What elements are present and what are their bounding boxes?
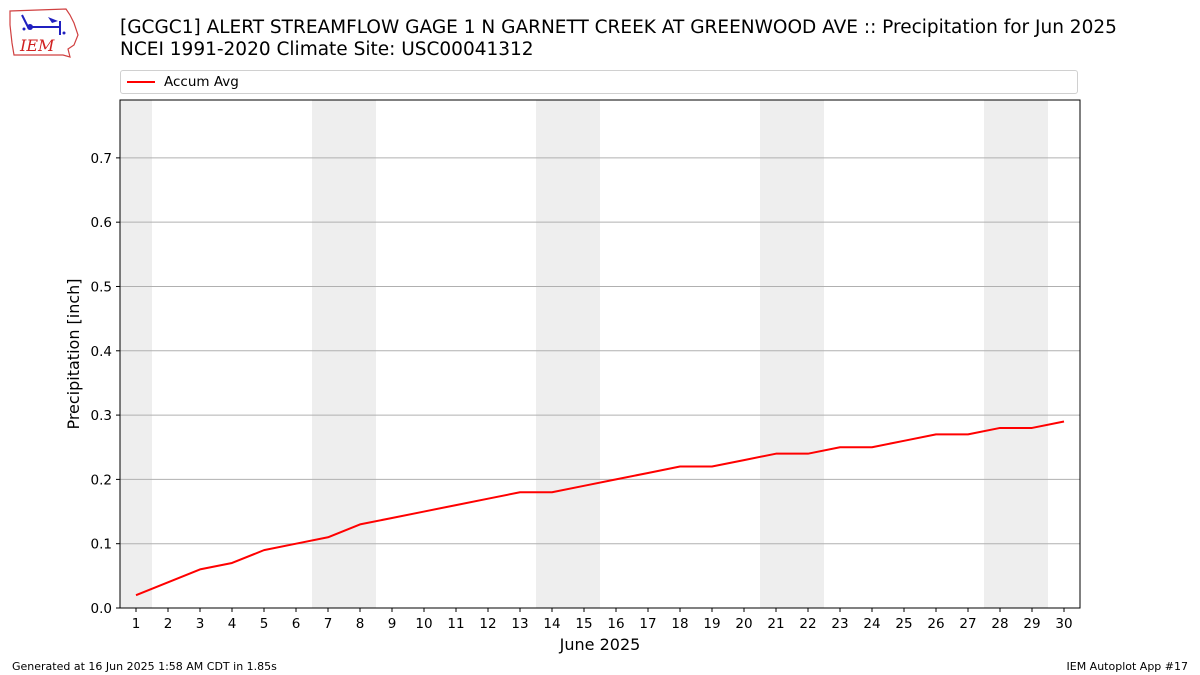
data-point xyxy=(167,581,169,583)
data-point xyxy=(679,466,681,468)
data-point xyxy=(967,433,969,435)
legend: Accum Avg xyxy=(120,70,1078,94)
data-point xyxy=(1063,421,1065,423)
y-tick-label: 0.0 xyxy=(91,601,112,617)
plot-frame xyxy=(119,99,1081,609)
x-tick-label: 16 xyxy=(607,616,624,632)
data-point xyxy=(871,446,873,448)
legend-swatch-accum-avg xyxy=(127,81,155,83)
data-point xyxy=(647,472,649,474)
weekend-band xyxy=(984,100,1048,608)
data-point xyxy=(423,511,425,513)
data-point xyxy=(615,478,617,480)
x-tick-label: 21 xyxy=(767,616,784,632)
x-tick-label: 15 xyxy=(575,616,592,632)
weekend-band xyxy=(536,100,600,608)
x-tick-label: 12 xyxy=(479,616,496,632)
x-tick-label: 11 xyxy=(447,616,464,632)
x-axis-label: June 2025 xyxy=(559,635,641,654)
chart-title-line1: [GCGC1] ALERT STREAMFLOW GAGE 1 N GARNET… xyxy=(120,17,1117,38)
x-tick-label: 30 xyxy=(1055,616,1072,632)
iem-iowa-logo-icon: IEM xyxy=(9,8,79,58)
x-tick-label: 5 xyxy=(260,616,269,632)
data-point xyxy=(327,536,329,538)
chart-title: [GCGC1] ALERT STREAMFLOW GAGE 1 N GARNET… xyxy=(120,17,1117,61)
x-tick-label: 7 xyxy=(324,616,333,632)
x-tick-label: 29 xyxy=(1023,616,1040,632)
y-tick-label: 0.1 xyxy=(91,537,112,553)
footer-generated: Generated at 16 Jun 2025 1:58 AM CDT in … xyxy=(12,660,277,673)
data-point xyxy=(295,543,297,545)
data-point xyxy=(359,523,361,525)
x-tick-label: 1 xyxy=(132,616,141,632)
data-point xyxy=(455,504,457,506)
x-tick-label: 9 xyxy=(388,616,397,632)
x-tick-label: 19 xyxy=(703,616,720,632)
data-point xyxy=(743,459,745,461)
weekend-band xyxy=(120,100,152,608)
x-tick-label: 24 xyxy=(863,616,880,632)
data-point xyxy=(263,549,265,551)
x-tick-label: 28 xyxy=(991,616,1008,632)
data-point xyxy=(775,453,777,455)
data-point xyxy=(391,517,393,519)
data-point xyxy=(839,446,841,448)
x-tick-label: 23 xyxy=(831,616,848,632)
x-tick-label: 27 xyxy=(959,616,976,632)
x-tick-label: 20 xyxy=(735,616,752,632)
x-tick-label: 17 xyxy=(639,616,656,632)
logo-text: IEM xyxy=(19,36,55,55)
x-tick-label: 10 xyxy=(415,616,432,632)
data-point xyxy=(199,568,201,570)
y-tick-label: 0.7 xyxy=(91,151,112,167)
legend-label-accum-avg: Accum Avg xyxy=(164,74,239,90)
data-point xyxy=(711,466,713,468)
data-point xyxy=(807,453,809,455)
series-line-accum-avg xyxy=(135,420,1065,597)
y-axis-label: Precipitation [inch] xyxy=(64,278,83,429)
data-point xyxy=(935,433,937,435)
weekend-band xyxy=(760,100,824,608)
data-point xyxy=(519,491,521,493)
x-tick-label: 6 xyxy=(292,616,301,632)
x-tick-label: 13 xyxy=(511,616,528,632)
data-point xyxy=(551,491,553,493)
x-tick-label: 14 xyxy=(543,616,560,632)
iem-logo: IEM xyxy=(8,5,80,59)
y-tick-label: 0.5 xyxy=(91,279,112,295)
y-tick-label: 0.2 xyxy=(91,472,112,488)
data-point xyxy=(135,594,137,596)
data-point xyxy=(903,440,905,442)
data-point xyxy=(999,427,1001,429)
x-tick-label: 18 xyxy=(671,616,688,632)
y-tick-label: 0.3 xyxy=(91,408,112,424)
data-point xyxy=(1031,427,1033,429)
footer-app: IEM Autoplot App #17 xyxy=(1066,660,1189,673)
data-point xyxy=(487,498,489,500)
x-tick-label: 8 xyxy=(356,616,365,632)
x-tick-label: 4 xyxy=(228,616,237,632)
chart-title-line2: NCEI 1991-2020 Climate Site: USC00041312 xyxy=(120,39,534,60)
data-point xyxy=(231,562,233,564)
y-tick-label: 0.4 xyxy=(91,344,112,360)
data-point xyxy=(583,485,585,487)
x-tick-label: 22 xyxy=(799,616,816,632)
y-tick-label: 0.6 xyxy=(91,215,112,231)
x-tick-label: 25 xyxy=(895,616,912,632)
x-tick-label: 3 xyxy=(196,616,205,632)
x-tick-label: 26 xyxy=(927,616,944,632)
x-tick-label: 2 xyxy=(164,616,173,632)
